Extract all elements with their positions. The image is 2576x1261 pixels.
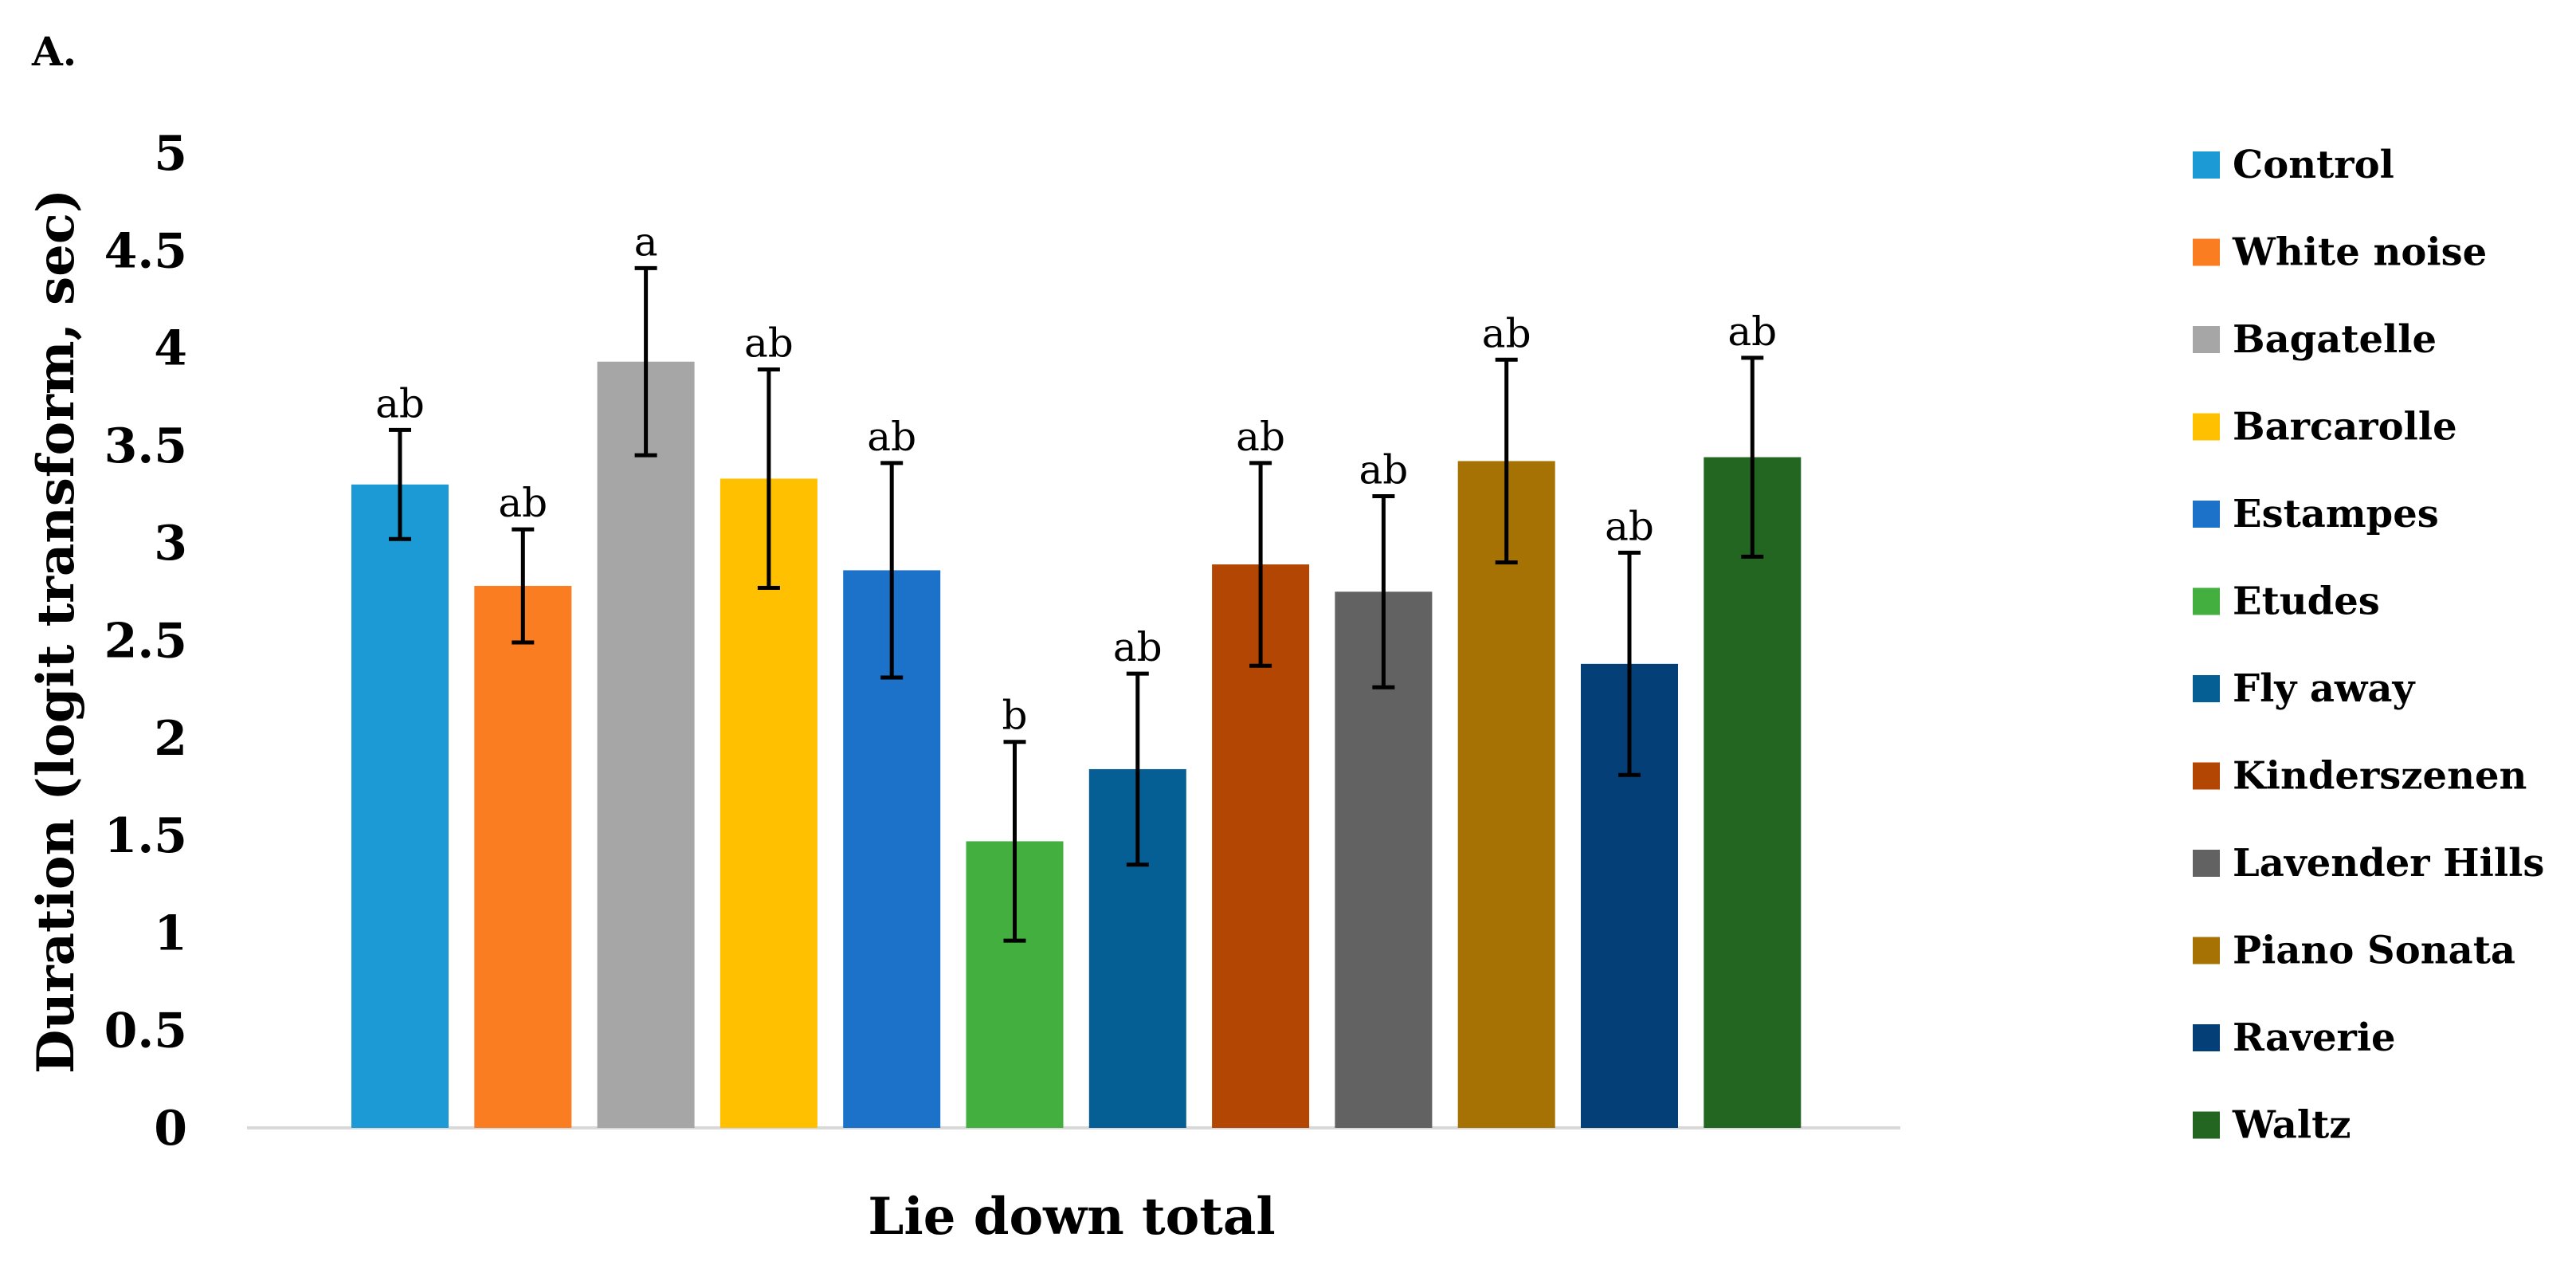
y-tick-label: 5 xyxy=(154,126,187,182)
bar xyxy=(1457,461,1555,1128)
x-axis-title: Lie down total xyxy=(868,1187,1275,1247)
legend-swatch xyxy=(2193,501,2220,528)
legend-label: Etudes xyxy=(2233,579,2380,624)
y-tick-label: 3 xyxy=(154,516,187,572)
y-tick-label: 4.5 xyxy=(104,223,187,279)
significance-label: ab xyxy=(1482,310,1531,356)
panel-label: A. xyxy=(31,28,76,75)
legend-swatch xyxy=(2193,675,2220,702)
legend-label: Barcarolle xyxy=(2233,405,2457,450)
legend-label: Kinderszenen xyxy=(2233,754,2527,799)
y-tick-label: 2.5 xyxy=(104,614,187,670)
bar xyxy=(1704,457,1802,1128)
bar xyxy=(597,361,695,1128)
legend-swatch xyxy=(2193,762,2220,790)
legend-swatch xyxy=(2193,1111,2220,1139)
significance-label: ab xyxy=(498,480,547,526)
significance-label: ab xyxy=(1605,503,1654,549)
legend-label: Bagatelle xyxy=(2233,317,2437,362)
y-tick-label: 4 xyxy=(154,321,187,377)
legend-label: Fly away xyxy=(2233,666,2416,711)
significance-label: ab xyxy=(1113,624,1163,670)
legend-swatch xyxy=(2193,151,2220,179)
legend-label: White noise xyxy=(2232,230,2487,275)
y-tick-label: 1 xyxy=(154,905,187,961)
legend-label: Estampes xyxy=(2233,492,2439,536)
legend-label: Raverie xyxy=(2233,1015,2396,1060)
legend-swatch xyxy=(2193,587,2220,615)
bar xyxy=(474,586,572,1128)
error-bars-group xyxy=(389,265,1764,943)
legend-swatch xyxy=(2193,413,2220,441)
legend: Control White noise Bagatelle Barcarolle Est… xyxy=(2193,143,2544,1148)
y-tick-label: 2 xyxy=(154,711,187,767)
significance-label: ab xyxy=(1359,446,1408,493)
significance-label: a xyxy=(634,218,658,265)
significance-label: ab xyxy=(1236,414,1285,460)
significance-label: ab xyxy=(375,380,425,426)
legend-label: Waltz xyxy=(2232,1103,2351,1148)
y-tick-label: 3.5 xyxy=(104,418,187,474)
significance-label: ab xyxy=(744,320,794,367)
y-axis-ticks: 0 0.5 1 1.5 2 2.5 3 3.5 4 4.5 5 xyxy=(104,126,187,1157)
legend-label: Piano Sonata xyxy=(2233,929,2515,973)
significance-label: ab xyxy=(867,414,916,460)
legend-swatch xyxy=(2193,1024,2220,1051)
bar xyxy=(351,484,449,1128)
y-axis-title: Duration (logit transform, sec) xyxy=(26,189,86,1074)
legend-swatch xyxy=(2193,937,2220,964)
significance-label: b xyxy=(1002,693,1027,739)
legend-swatch xyxy=(2193,238,2220,266)
y-tick-label: 1.5 xyxy=(104,808,187,864)
legend-label: Control xyxy=(2233,143,2394,187)
significance-label: ab xyxy=(1727,308,1777,355)
legend-swatch xyxy=(2193,850,2220,877)
bars-group xyxy=(351,361,1802,1128)
legend-swatch xyxy=(2193,326,2220,353)
legend-label: Lavender Hills xyxy=(2233,841,2544,886)
y-tick-label: 0.5 xyxy=(104,1004,187,1059)
y-tick-label: 0 xyxy=(154,1101,187,1157)
significance-labels: ab ab a ab ab b ab ab ab ab ab ab xyxy=(375,218,1777,738)
